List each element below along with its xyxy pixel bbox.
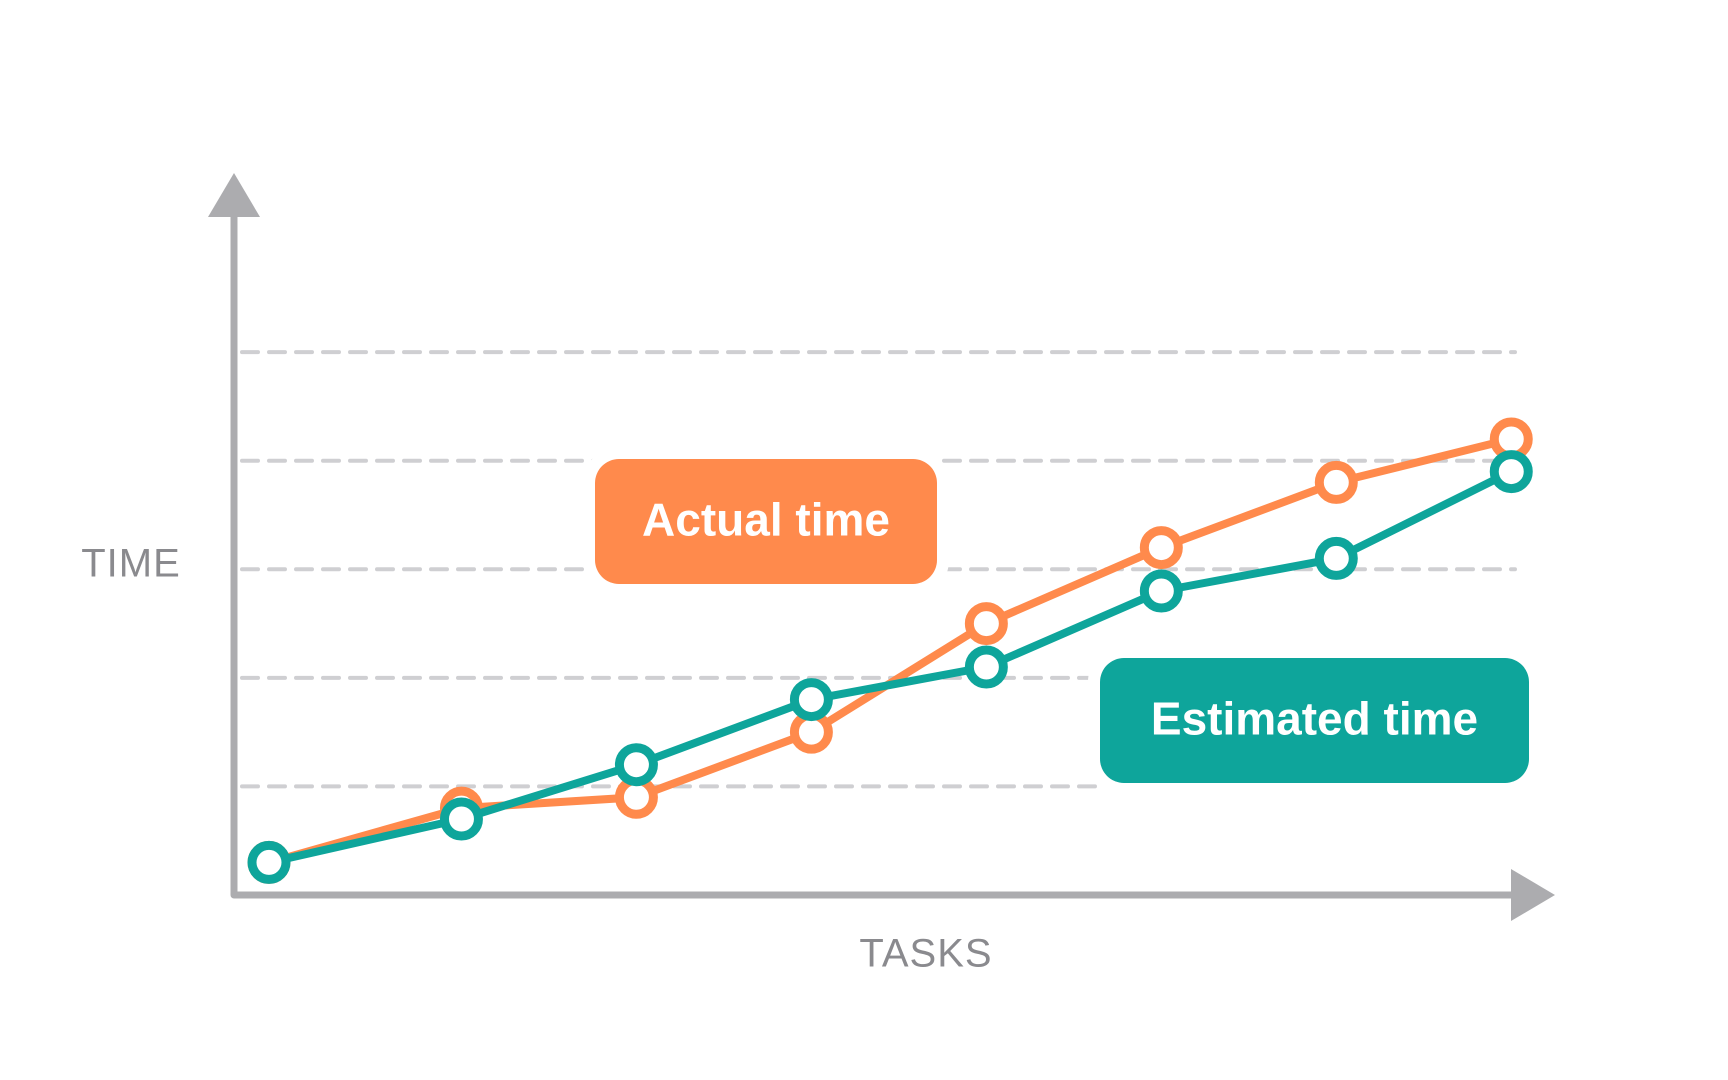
point — [614, 743, 658, 787]
point — [1314, 536, 1358, 580]
y-axis-arrow — [208, 173, 260, 217]
point — [1139, 526, 1183, 570]
legend-box — [1088, 646, 1541, 795]
point — [789, 678, 833, 722]
legend-box — [583, 447, 949, 596]
point — [1314, 460, 1358, 504]
point — [1489, 450, 1533, 494]
x-axis-arrow — [1511, 869, 1555, 921]
y-axis-title: TIME — [81, 542, 181, 586]
series-line — [268, 467, 1514, 867]
point — [247, 840, 291, 884]
point — [964, 602, 1008, 646]
point — [439, 797, 483, 841]
x-axis-title: TASKS — [859, 932, 992, 976]
point — [964, 645, 1008, 689]
point — [1139, 569, 1183, 613]
legend-label: Actual time — [642, 494, 890, 546]
legend-label: Estimated time — [1151, 693, 1478, 745]
